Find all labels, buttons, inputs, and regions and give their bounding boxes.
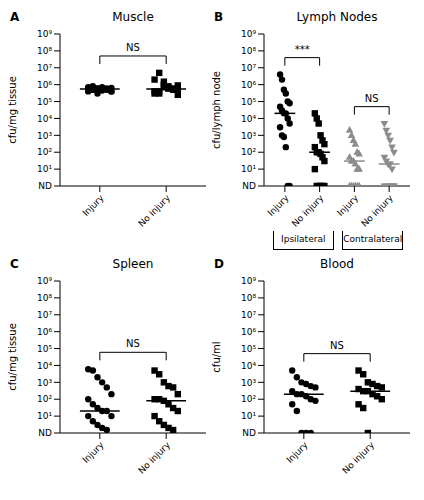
svg-text:ND: ND xyxy=(242,181,256,191)
svg-text:10²: 10² xyxy=(37,394,52,404)
svg-text:ND: ND xyxy=(38,428,52,438)
svg-text:No injury: No injury xyxy=(290,192,326,228)
svg-text:10⁵: 10⁵ xyxy=(241,97,256,107)
svg-text:10²: 10² xyxy=(241,394,256,404)
svg-text:10¹: 10¹ xyxy=(37,164,52,174)
svg-text:cfu/ml: cfu/ml xyxy=(212,341,222,372)
html-text:Blood: Blood xyxy=(320,257,354,271)
svg-text:Injury: Injury xyxy=(81,439,107,465)
html-text:Spleen: Spleen xyxy=(112,257,154,271)
svg-text:10³: 10³ xyxy=(37,131,52,141)
html-text:Muscle: Muscle xyxy=(112,10,154,24)
svg-text:NS: NS xyxy=(126,42,140,53)
svg-text:10⁶: 10⁶ xyxy=(37,80,52,90)
html-text:A: A xyxy=(10,10,20,24)
svg-text:NS: NS xyxy=(330,340,344,351)
svg-text:Injury: Injury xyxy=(335,192,361,218)
svg-text:10⁶: 10⁶ xyxy=(241,80,256,90)
svg-text:ND: ND xyxy=(38,181,52,191)
svg-text:No injury: No injury xyxy=(340,439,376,475)
svg-text:10²: 10² xyxy=(241,147,256,157)
svg-text:10⁴: 10⁴ xyxy=(37,114,52,124)
svg-text:10⁹: 10⁹ xyxy=(37,276,52,286)
svg-text:NS: NS xyxy=(126,338,140,349)
svg-text:10¹: 10¹ xyxy=(241,411,256,421)
svg-text:Injury: Injury xyxy=(266,192,292,218)
html-text:Lymph Nodes: Lymph Nodes xyxy=(296,10,378,24)
svg-text:10⁸: 10⁸ xyxy=(37,293,52,303)
svg-text:10⁹: 10⁹ xyxy=(37,29,52,39)
html-text:C: C xyxy=(10,257,19,271)
svg-text:No injury: No injury xyxy=(359,192,395,228)
svg-text:10⁵: 10⁵ xyxy=(37,97,52,107)
svg-text:10⁵: 10⁵ xyxy=(37,344,52,354)
svg-text:10⁷: 10⁷ xyxy=(37,310,52,320)
svg-text:10⁸: 10⁸ xyxy=(241,46,256,56)
svg-text:10³: 10³ xyxy=(241,378,256,388)
svg-text:10³: 10³ xyxy=(241,131,256,141)
svg-text:10¹: 10¹ xyxy=(241,164,256,174)
html-text:B: B xyxy=(214,10,224,24)
svg-text:10⁵: 10⁵ xyxy=(241,344,256,354)
svg-text:10⁴: 10⁴ xyxy=(241,361,256,371)
svg-text:10⁴: 10⁴ xyxy=(241,114,256,124)
svg-text:cfu/mg tissue: cfu/mg tissue xyxy=(8,323,18,391)
svg-text:Injury: Injury xyxy=(81,192,107,218)
svg-text:10⁹: 10⁹ xyxy=(241,29,256,39)
svg-text:10⁶: 10⁶ xyxy=(37,327,52,337)
svg-text:10⁷: 10⁷ xyxy=(241,63,256,73)
svg-text:10⁸: 10⁸ xyxy=(37,46,52,56)
svg-text:10²: 10² xyxy=(37,147,52,157)
svg-text:No injury: No injury xyxy=(136,439,172,475)
html-text:Ipsilateral: Ipsilateral xyxy=(281,234,326,244)
svg-text:No injury: No injury xyxy=(136,192,172,228)
svg-text:ND: ND xyxy=(242,428,256,438)
svg-text:10⁷: 10⁷ xyxy=(37,63,52,73)
svg-text:cfu/mg tissue: cfu/mg tissue xyxy=(8,76,18,144)
svg-text:Injury: Injury xyxy=(285,439,311,465)
svg-text:10¹: 10¹ xyxy=(37,411,52,421)
svg-text:10⁴: 10⁴ xyxy=(37,361,52,371)
svg-text:10³: 10³ xyxy=(37,378,52,388)
svg-text:10⁹: 10⁹ xyxy=(241,276,256,286)
svg-text:10⁸: 10⁸ xyxy=(241,293,256,303)
svg-text:***: *** xyxy=(295,44,310,55)
svg-text:10⁶: 10⁶ xyxy=(241,327,256,337)
svg-text:NS: NS xyxy=(365,93,379,104)
html-text:Contralateral: Contralateral xyxy=(343,234,403,244)
svg-text:cfu/lymph node: cfu/lymph node xyxy=(212,71,222,149)
html-text:D: D xyxy=(214,257,224,271)
svg-text:10⁷: 10⁷ xyxy=(241,310,256,320)
